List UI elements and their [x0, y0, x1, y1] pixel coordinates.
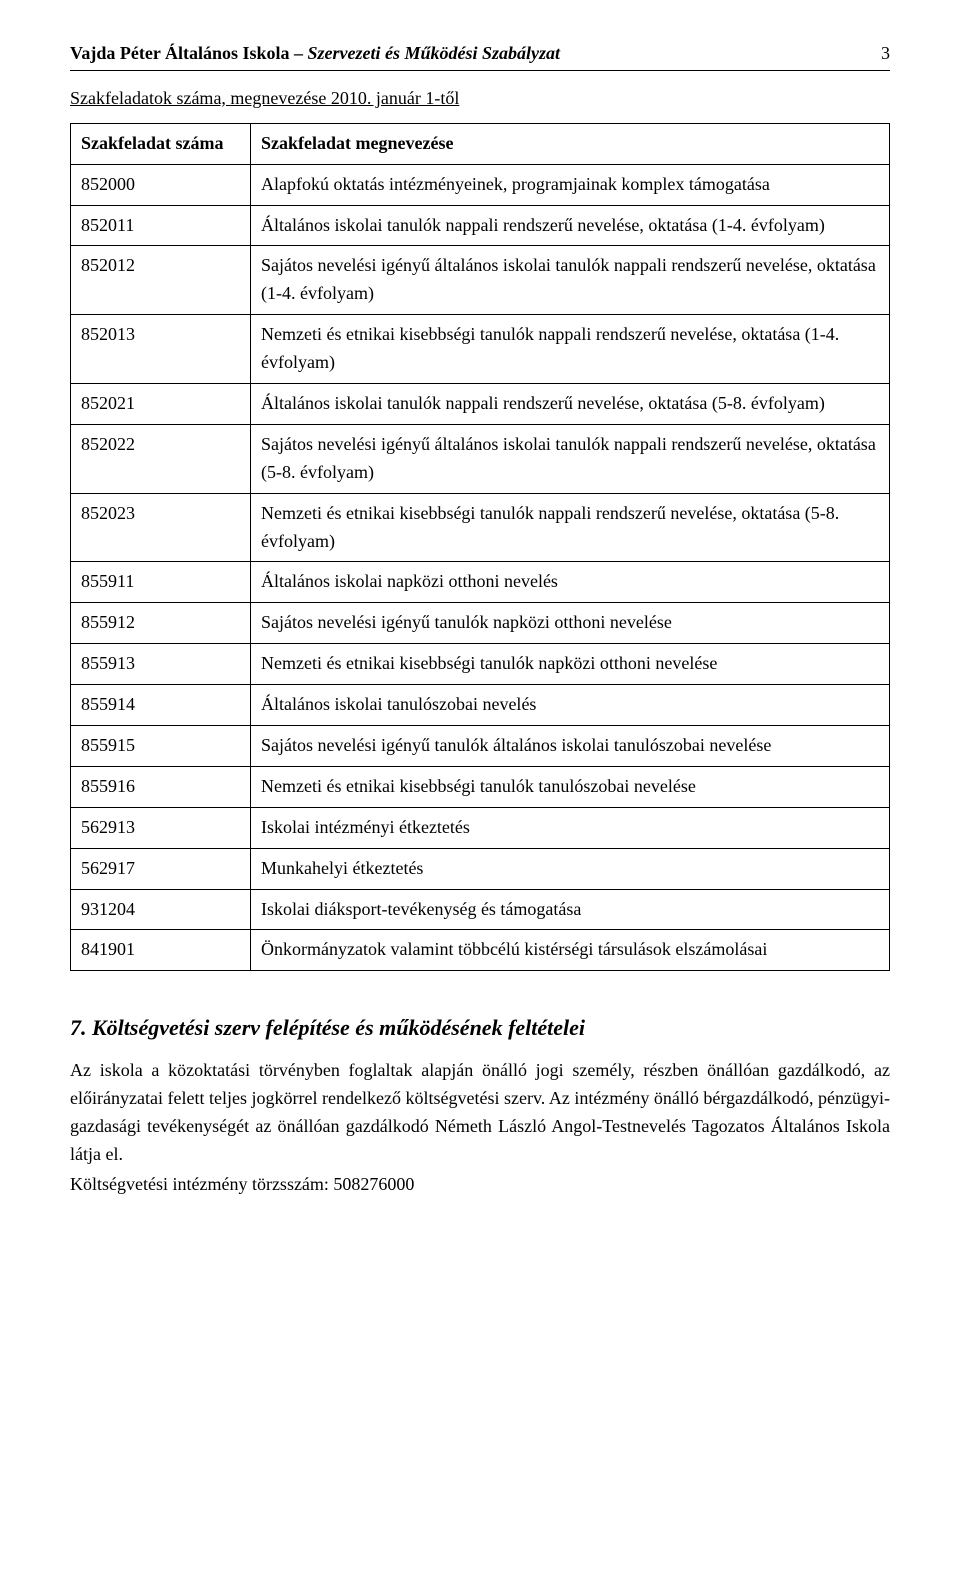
- table-header-desc: Szakfeladat megnevezése: [251, 123, 890, 164]
- table-row: 852022Sajátos nevelési igényű általános …: [71, 424, 890, 493]
- section-paragraph: Az iskola a közoktatási törvényben fogla…: [70, 1057, 890, 1169]
- cell-desc: Nemzeti és etnikai kisebbségi tanulók na…: [251, 644, 890, 685]
- table-row: 852011Általános iskolai tanulók nappali …: [71, 205, 890, 246]
- table-row: 852000Alapfokú oktatás intézményeinek, p…: [71, 164, 890, 205]
- cell-code: 852000: [71, 164, 251, 205]
- table-row: 852013Nemzeti és etnikai kisebbségi tanu…: [71, 315, 890, 384]
- table-header-row: Szakfeladat száma Szakfeladat megnevezés…: [71, 123, 890, 164]
- cell-desc: Általános iskolai napközi otthoni nevelé…: [251, 562, 890, 603]
- page-number: 3: [881, 40, 890, 68]
- header-doc-title: Szervezeti és Működési Szabályzat: [308, 43, 561, 63]
- table-row: 852021Általános iskolai tanulók nappali …: [71, 384, 890, 425]
- table-row: 855911Általános iskolai napközi otthoni …: [71, 562, 890, 603]
- section-title: 7. Költségvetési szerv felépítése és műk…: [70, 1011, 890, 1045]
- cell-desc: Nemzeti és etnikai kisebbségi tanulók ta…: [251, 766, 890, 807]
- cell-desc: Sajátos nevelési igényű általános iskola…: [251, 424, 890, 493]
- table-header-code: Szakfeladat száma: [71, 123, 251, 164]
- page: Vajda Péter Általános Iskola – Szervezet…: [0, 0, 960, 1261]
- cell-desc: Sajátos nevelési igényű tanulók általáno…: [251, 726, 890, 767]
- cell-code: 855915: [71, 726, 251, 767]
- table-row: 855915Sajátos nevelési igényű tanulók ál…: [71, 726, 890, 767]
- cell-code: 855914: [71, 685, 251, 726]
- cell-desc: Önkormányzatok valamint többcélú kistérs…: [251, 930, 890, 971]
- table-row: 852012Sajátos nevelési igényű általános …: [71, 246, 890, 315]
- table-row: 855914Általános iskolai tanulószobai nev…: [71, 685, 890, 726]
- cell-code: 852022: [71, 424, 251, 493]
- cell-desc: Alapfokú oktatás intézményeinek, program…: [251, 164, 890, 205]
- cell-code: 852021: [71, 384, 251, 425]
- section-subhead: Szakfeladatok száma, megnevezése 2010. j…: [70, 85, 890, 113]
- cell-desc: Általános iskolai tanulók nappali rendsz…: [251, 205, 890, 246]
- cell-desc: Iskolai intézményi étkeztetés: [251, 807, 890, 848]
- cell-code: 562913: [71, 807, 251, 848]
- cell-code: 855913: [71, 644, 251, 685]
- table-row: 841901Önkormányzatok valamint többcélú k…: [71, 930, 890, 971]
- cell-code: 931204: [71, 889, 251, 930]
- table-row: 855912Sajátos nevelési igényű tanulók na…: [71, 603, 890, 644]
- cell-desc: Általános iskolai tanulószobai nevelés: [251, 685, 890, 726]
- cell-code: 855916: [71, 766, 251, 807]
- cell-code: 841901: [71, 930, 251, 971]
- cell-desc: Nemzeti és etnikai kisebbségi tanulók na…: [251, 493, 890, 562]
- cell-code: 852011: [71, 205, 251, 246]
- section-line-2: Költségvetési intézmény törzsszám: 50827…: [70, 1171, 890, 1199]
- cell-desc: Általános iskolai tanulók nappali rendsz…: [251, 384, 890, 425]
- table-row: 562913Iskolai intézményi étkeztetés: [71, 807, 890, 848]
- cell-code: 852013: [71, 315, 251, 384]
- table-row: 931204Iskolai diáksport-tevékenység és t…: [71, 889, 890, 930]
- header-school: Vajda Péter Általános Iskola –: [70, 43, 303, 63]
- tasks-table: Szakfeladat száma Szakfeladat megnevezés…: [70, 123, 890, 972]
- table-row: 855916Nemzeti és etnikai kisebbségi tanu…: [71, 766, 890, 807]
- cell-desc: Sajátos nevelési igényű általános iskola…: [251, 246, 890, 315]
- cell-code: 852012: [71, 246, 251, 315]
- cell-desc: Iskolai diáksport-tevékenység és támogat…: [251, 889, 890, 930]
- cell-desc: Sajátos nevelési igényű tanulók napközi …: [251, 603, 890, 644]
- cell-code: 852023: [71, 493, 251, 562]
- page-header: Vajda Péter Általános Iskola – Szervezet…: [70, 40, 890, 71]
- table-row: 562917Munkahelyi étkeztetés: [71, 848, 890, 889]
- cell-code: 855911: [71, 562, 251, 603]
- table-row: 855913Nemzeti és etnikai kisebbségi tanu…: [71, 644, 890, 685]
- table-row: 852023Nemzeti és etnikai kisebbségi tanu…: [71, 493, 890, 562]
- cell-desc: Nemzeti és etnikai kisebbségi tanulók na…: [251, 315, 890, 384]
- cell-code: 855912: [71, 603, 251, 644]
- cell-code: 562917: [71, 848, 251, 889]
- cell-desc: Munkahelyi étkeztetés: [251, 848, 890, 889]
- header-title: Vajda Péter Általános Iskola – Szervezet…: [70, 40, 560, 68]
